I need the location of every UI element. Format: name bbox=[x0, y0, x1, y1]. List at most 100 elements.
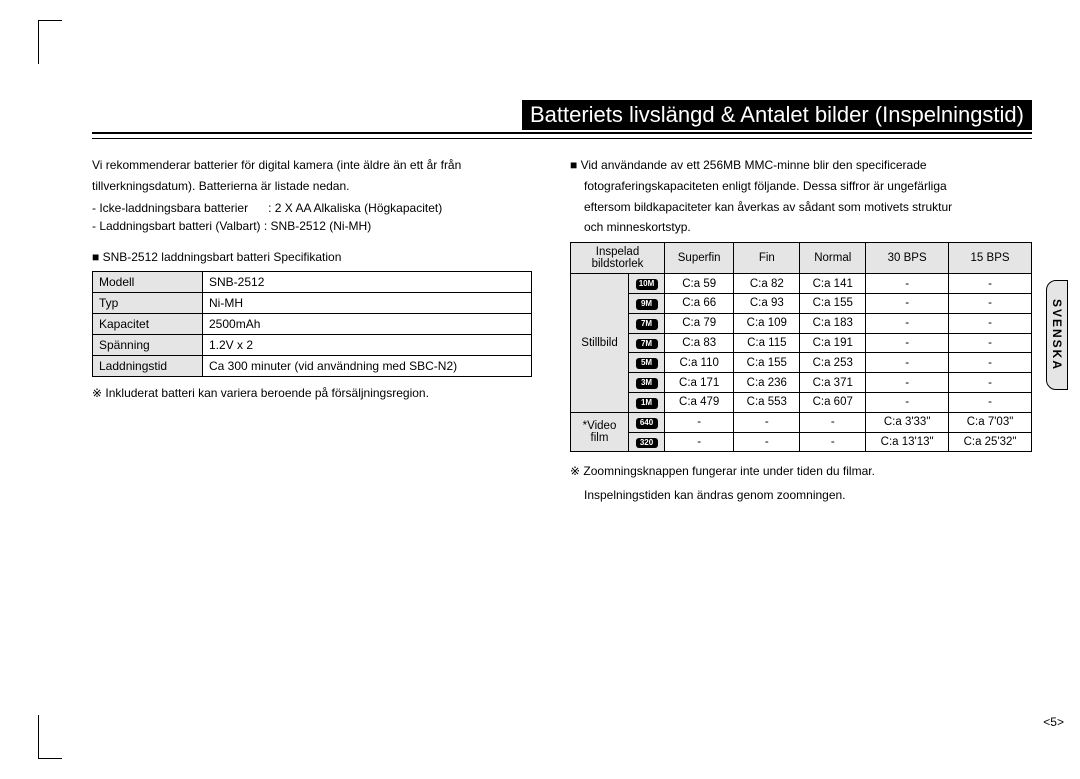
right-column: ■ Vid användande av ett 256MB MMC-minne … bbox=[570, 157, 1032, 508]
battery-spec-table: ModellSNB-2512TypNi-MHKapacitet2500mAhSp… bbox=[92, 271, 532, 377]
table-row: 7MC:a 83C:a 115C:a 191-- bbox=[571, 333, 1032, 353]
table-row: Kapacitet2500mAh bbox=[93, 314, 532, 335]
column-header: Superfin bbox=[665, 243, 734, 274]
crop-mark-bottom-left bbox=[38, 715, 62, 759]
size-badge-icon: 5M bbox=[636, 358, 658, 369]
size-icon-cell: 5M bbox=[629, 353, 665, 373]
capacity-value: C:a 553 bbox=[734, 392, 800, 412]
capacity-value: C:a 155 bbox=[800, 293, 866, 313]
capacity-value: - bbox=[866, 392, 949, 412]
size-icon-cell: 640 bbox=[629, 412, 665, 432]
intro-text: tillverkningsdatum). Batterierna är list… bbox=[92, 178, 532, 195]
size-icon-cell: 320 bbox=[629, 432, 665, 452]
size-badge-icon: 7M bbox=[636, 319, 658, 330]
capacity-value: - bbox=[734, 412, 800, 432]
capacity-value: C:a 93 bbox=[734, 293, 800, 313]
column-header: 30 BPS bbox=[866, 243, 949, 274]
capacity-value: C:a 479 bbox=[665, 392, 734, 412]
spec-footnote: ※ Inkluderat batteri kan variera beroend… bbox=[92, 385, 532, 402]
capacity-value: C:a 66 bbox=[665, 293, 734, 313]
capacity-value: C:a 83 bbox=[665, 333, 734, 353]
capacity-value: - bbox=[949, 274, 1032, 294]
spec-value: 2500mAh bbox=[203, 314, 532, 335]
capacity-value: - bbox=[866, 274, 949, 294]
table-row: 5MC:a 110C:a 155C:a 253-- bbox=[571, 353, 1032, 373]
size-badge-icon: 10M bbox=[636, 279, 658, 290]
capacity-value: C:a 236 bbox=[734, 373, 800, 393]
capacity-value: - bbox=[866, 373, 949, 393]
column-header: Fin bbox=[734, 243, 800, 274]
capacity-value: C:a 191 bbox=[800, 333, 866, 353]
size-badge-icon: 320 bbox=[636, 438, 658, 449]
size-icon-cell: 10M bbox=[629, 274, 665, 294]
size-badge-icon: 9M bbox=[636, 299, 658, 310]
capacity-value: C:a 183 bbox=[800, 313, 866, 333]
capacity-value: C:a 155 bbox=[734, 353, 800, 373]
spec-value: SNB-2512 bbox=[203, 272, 532, 293]
capacity-table: Inspelad bildstorlekSuperfinFinNormal30 … bbox=[570, 242, 1032, 452]
table-row: TypNi-MH bbox=[93, 293, 532, 314]
size-icon-cell: 7M bbox=[629, 313, 665, 333]
table-row: 320---C:a 13'13"C:a 25'32" bbox=[571, 432, 1032, 452]
capacity-value: - bbox=[949, 333, 1032, 353]
size-icon-cell: 3M bbox=[629, 373, 665, 393]
table-row: Stillbild10MC:a 59C:a 82C:a 141-- bbox=[571, 274, 1032, 294]
capacity-value: C:a 79 bbox=[665, 313, 734, 333]
capacity-value: C:a 141 bbox=[800, 274, 866, 294]
title-bar: Batteriets livslängd & Antalet bilder (I… bbox=[92, 100, 1032, 134]
capacity-value: C:a 253 bbox=[800, 353, 866, 373]
capacity-value: C:a 59 bbox=[665, 274, 734, 294]
spec-label: Typ bbox=[93, 293, 203, 314]
page-content: Batteriets livslängd & Antalet bilder (I… bbox=[92, 100, 1032, 508]
spec-heading: ■ SNB-2512 laddningsbart batteri Specifi… bbox=[92, 249, 532, 266]
spec-value: 1.2V x 2 bbox=[203, 335, 532, 356]
language-tab-label: SVENSKA bbox=[1050, 299, 1064, 371]
size-badge-icon: 3M bbox=[636, 378, 658, 389]
size-badge-icon: 7M bbox=[636, 339, 658, 350]
capacity-value: - bbox=[949, 373, 1032, 393]
spec-label: Kapacitet bbox=[93, 314, 203, 335]
table-row: LaddningstidCa 300 minuter (vid användni… bbox=[93, 356, 532, 377]
group-label: Stillbild bbox=[571, 274, 629, 413]
capacity-value: - bbox=[665, 412, 734, 432]
capacity-value: C:a 110 bbox=[665, 353, 734, 373]
capacity-value: C:a 115 bbox=[734, 333, 800, 353]
table-row: *Videofilm640---C:a 3'33"C:a 7'03" bbox=[571, 412, 1032, 432]
capacity-value: - bbox=[866, 313, 949, 333]
capacity-value: C:a 13'13" bbox=[866, 432, 949, 452]
capacity-value: - bbox=[800, 432, 866, 452]
capacity-footnote: ※ Zoomningsknappen fungerar inte under t… bbox=[570, 462, 1032, 480]
spec-label: Spänning bbox=[93, 335, 203, 356]
spec-value: Ni-MH bbox=[203, 293, 532, 314]
page-number: <5> bbox=[1043, 715, 1064, 729]
crop-mark-top-left bbox=[38, 20, 62, 64]
table-row: Spänning1.2V x 2 bbox=[93, 335, 532, 356]
battery-type-row: - Icke-laddningsbara batterier : 2 X AA … bbox=[92, 199, 532, 217]
capacity-value: C:a 171 bbox=[665, 373, 734, 393]
capacity-intro: fotograferingskapaciteten enligt följand… bbox=[570, 178, 1032, 195]
table-row: 9MC:a 66C:a 93C:a 155-- bbox=[571, 293, 1032, 313]
table-row: 3MC:a 171C:a 236C:a 371-- bbox=[571, 373, 1032, 393]
group-label: *Videofilm bbox=[571, 412, 629, 452]
size-badge-icon: 640 bbox=[636, 418, 658, 429]
spec-label: Modell bbox=[93, 272, 203, 293]
capacity-value: C:a 371 bbox=[800, 373, 866, 393]
table-row: ModellSNB-2512 bbox=[93, 272, 532, 293]
capacity-value: - bbox=[866, 353, 949, 373]
table-row: 1MC:a 479C:a 553C:a 607-- bbox=[571, 392, 1032, 412]
capacity-value: - bbox=[949, 293, 1032, 313]
capacity-value: - bbox=[949, 353, 1032, 373]
page-title: Batteriets livslängd & Antalet bilder (I… bbox=[522, 100, 1032, 130]
capacity-value: - bbox=[949, 392, 1032, 412]
capacity-intro: ■ Vid användande av ett 256MB MMC-minne … bbox=[570, 157, 1032, 174]
size-icon-cell: 7M bbox=[629, 333, 665, 353]
capacity-value: C:a 82 bbox=[734, 274, 800, 294]
spec-label: Laddningstid bbox=[93, 356, 203, 377]
size-badge-icon: 1M bbox=[636, 398, 658, 409]
left-column: Vi rekommenderar batterier för digital k… bbox=[92, 157, 532, 508]
spec-value: Ca 300 minuter (vid användning med SBC-N… bbox=[203, 356, 532, 377]
intro-text: Vi rekommenderar batterier för digital k… bbox=[92, 157, 532, 174]
capacity-value: - bbox=[800, 412, 866, 432]
capacity-footnote: Inspelningstiden kan ändras genom zoomni… bbox=[570, 486, 1032, 504]
language-tab: SVENSKA bbox=[1046, 280, 1068, 390]
